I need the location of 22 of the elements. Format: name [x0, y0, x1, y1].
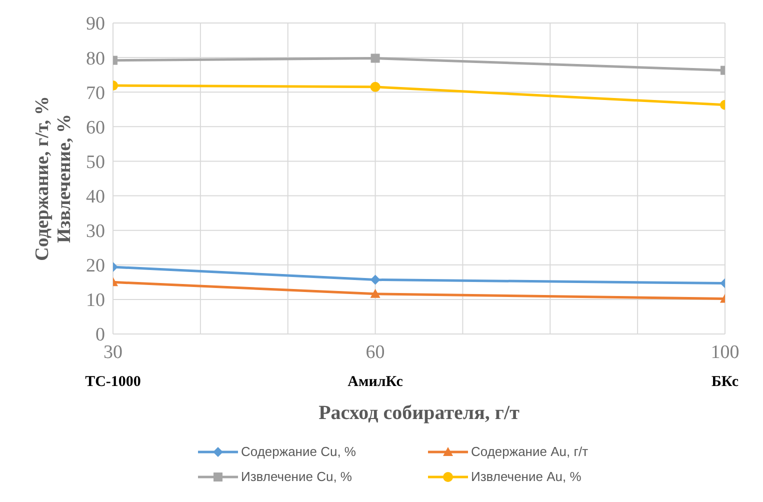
y-tick-label: 80 — [86, 48, 105, 70]
x-tick-label: 100 — [710, 342, 740, 363]
legend-label: Содержание Au, г/т — [471, 444, 588, 459]
legend-label: Извлечение Cu, % — [241, 469, 352, 484]
text: ТС-1000 — [85, 374, 141, 390]
legend-label: Содержание Cu, % — [241, 444, 356, 459]
x-tick-label: 60 — [366, 342, 385, 363]
y-tick-label: 60 — [86, 117, 105, 138]
y-tick-label: 10 — [86, 290, 105, 312]
y-tick-label: 30 — [86, 221, 105, 242]
y-tick-label: 40 — [86, 186, 105, 208]
x-axis-title: Расход собирателя, г/т — [318, 402, 520, 424]
y-tick-label: 90 — [86, 14, 105, 35]
text: АмилКс — [348, 374, 404, 390]
y-tick-label: 50 — [86, 152, 105, 173]
y-tick-label: 20 — [86, 256, 105, 277]
legend-label: Извлечение Au, % — [471, 469, 582, 484]
y-tick-label: 70 — [86, 82, 105, 104]
y-axis-title: Содержание, г/т, % Извлечение, % — [32, 96, 75, 261]
y-tick-label: 0 — [96, 324, 105, 346]
text: БКс — [711, 374, 739, 390]
x-tick-label: 30 — [104, 342, 122, 363]
